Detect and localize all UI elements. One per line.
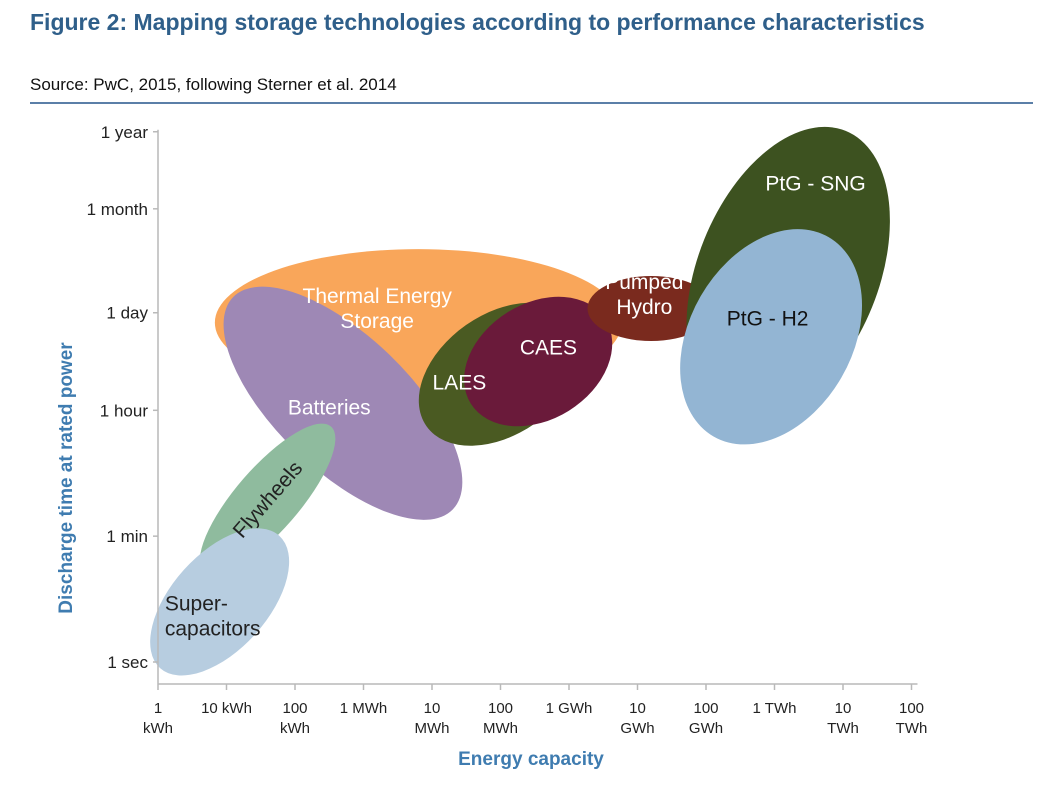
region-label-pumped-hydro: Pumped Hydro xyxy=(605,271,683,319)
x-tick-label-line: TWh xyxy=(827,720,859,737)
region-label-super-capacitors: Super-capacitors xyxy=(165,593,261,641)
region-ptg-h2 xyxy=(680,229,863,445)
region-label-line: Super- xyxy=(165,593,228,616)
figure-title: Figure 2: Mapping storage technologies a… xyxy=(30,9,925,35)
region-label-line: LAES xyxy=(433,372,487,395)
region-label-line: Hydro xyxy=(616,296,672,319)
x-tick-label: 100 kWh xyxy=(280,700,310,737)
region-label-ptg-sng: PtG - SNG xyxy=(765,172,865,195)
x-tick-label-line: 100 xyxy=(282,700,307,717)
region-label-line: Pumped xyxy=(605,271,683,294)
x-tick-label-line: 10 kWh xyxy=(201,700,252,717)
x-tick-label-line: kWh xyxy=(280,720,310,737)
x-tick-label-line: MWh xyxy=(483,720,518,737)
x-tick-label: 1 GWh xyxy=(546,700,593,717)
y-tick-label: 1 min xyxy=(106,527,148,546)
x-tick-label-line: 1 xyxy=(154,700,162,717)
x-tick-label-line: GWh xyxy=(689,720,723,737)
x-tick-label: 100 TWh xyxy=(896,700,928,737)
region-label-batteries: Batteries xyxy=(288,396,371,419)
x-tick-label-line: 10 xyxy=(424,700,441,717)
region-label-line: capacitors xyxy=(165,618,261,641)
region-label-line: PtG - H2 xyxy=(727,307,809,330)
x-tick-label-line: 100 xyxy=(693,700,718,717)
region-super-capacitors xyxy=(150,528,290,676)
x-tick-label: 10 GWh xyxy=(620,700,654,737)
x-tick-label-line: 100 xyxy=(488,700,513,717)
x-tick-label-line: 1 TWh xyxy=(753,700,797,717)
region-label-line: CAES xyxy=(520,336,577,359)
y-tick-label: 1 year xyxy=(101,123,149,142)
region-pumped-hydro xyxy=(587,275,715,342)
region-label-ptg-h2: PtG - H2 xyxy=(727,307,809,330)
region-label-line: Storage xyxy=(340,310,414,333)
region-label-line: Batteries xyxy=(288,396,371,419)
x-tick-label-line: GWh xyxy=(620,720,654,737)
x-tick-label: 10 TWh xyxy=(827,700,859,737)
y-tick-label: 1 day xyxy=(106,304,148,323)
header-divider xyxy=(30,102,1033,104)
x-tick-label-line: 1 GWh xyxy=(546,700,593,717)
x-tick-label: 10 MWh xyxy=(415,700,450,737)
x-tick-label-line: 10 xyxy=(629,700,646,717)
y-tick-label: 1 hour xyxy=(100,401,149,420)
regions-layer xyxy=(150,126,890,676)
region-caes xyxy=(464,296,613,427)
x-axis-title: Energy capacity xyxy=(458,749,604,770)
x-tick-label: 100 MWh xyxy=(483,700,518,737)
x-tick-label: 100 GWh xyxy=(689,700,723,737)
region-label-thermal-energy-storage: Thermal Energy Storage xyxy=(303,285,453,333)
x-tick-label-line: 10 xyxy=(835,700,852,717)
region-label-laes: LAES xyxy=(433,372,487,395)
y-tick-label: 1 month xyxy=(87,200,148,219)
region-label-caes: CAES xyxy=(520,336,577,359)
x-tick-label-line: MWh xyxy=(415,720,450,737)
x-tick-label-line: 100 xyxy=(899,700,924,717)
y-tick-label: 1 sec xyxy=(107,653,148,672)
region-label-line: PtG - SNG xyxy=(765,172,865,195)
x-tick-label: 1 MWh xyxy=(340,700,388,717)
region-label-line: Thermal Energy xyxy=(303,285,453,308)
x-tick-label-line: kWh xyxy=(143,720,173,737)
region-batteries xyxy=(223,286,463,520)
x-tick-label-line: TWh xyxy=(896,720,928,737)
x-tick-label-line: 1 MWh xyxy=(340,700,388,717)
x-tick-label: 1 kWh xyxy=(143,700,173,737)
x-tick-label: 1 TWh xyxy=(753,700,797,717)
y-axis-title: Discharge time at rated power xyxy=(56,342,77,614)
x-tick-label: 10 kWh xyxy=(201,700,252,717)
figure-source: Source: PwC, 2015, following Sterner et … xyxy=(30,75,397,94)
